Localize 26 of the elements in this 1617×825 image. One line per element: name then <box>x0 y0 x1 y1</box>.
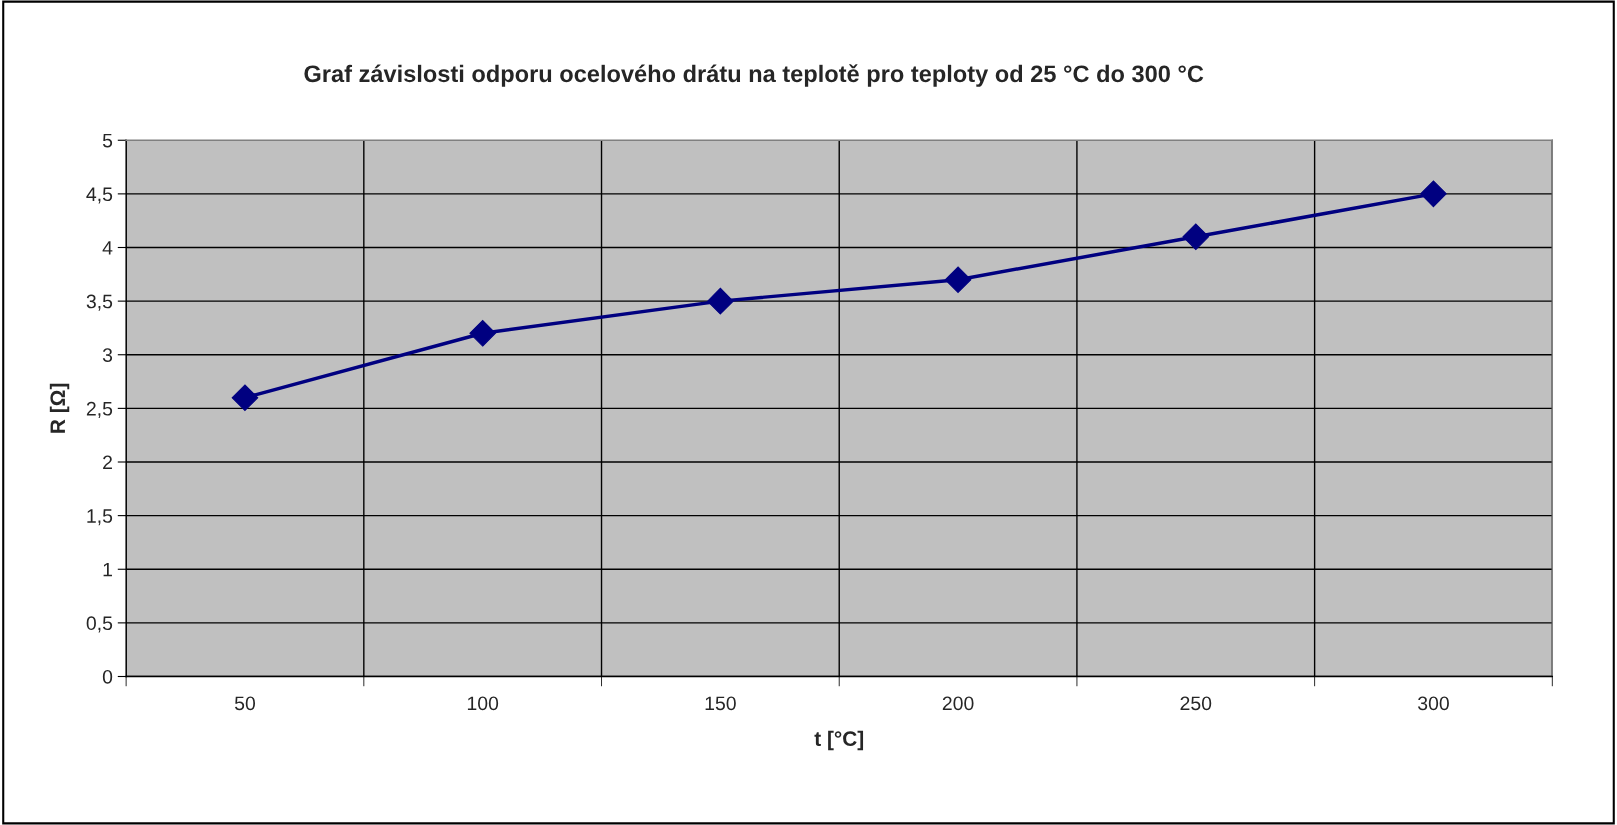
point <box>1420 180 1447 208</box>
y-tick-label: 2,5 <box>86 401 113 418</box>
point <box>469 320 496 347</box>
y-tick-label: 0,5 <box>86 616 113 633</box>
point <box>707 287 734 315</box>
point <box>1182 223 1210 251</box>
x-tick-label: 50 <box>234 696 256 711</box>
chart-title: Graf závislosti odporu ocelového drátu na teplotě pro teploty od 25 °C do 300 °C <box>304 64 1204 87</box>
y-tick-label: 4 <box>102 241 113 255</box>
y-tick-label: 1,5 <box>87 509 113 526</box>
y-tick-label: 5 <box>102 133 113 148</box>
x-tick-label: 300 <box>1417 696 1449 711</box>
x-tick-label: 250 <box>1180 696 1212 711</box>
x-tick-label: 100 <box>467 696 499 711</box>
point <box>231 384 259 411</box>
y-tick-label: 0 <box>102 669 113 684</box>
x-tick-label: 200 <box>942 696 974 711</box>
y-tick-label: 3 <box>102 348 113 362</box>
y-tick-label: 4,5 <box>86 187 113 204</box>
x-axis-title: t [°C] <box>814 730 864 751</box>
x-tick-label: 150 <box>705 696 736 711</box>
y-tick-label: 1 <box>103 562 112 577</box>
point <box>944 266 972 293</box>
y-axis-title: R [Ω] <box>49 383 70 433</box>
y-tick-label: 3,5 <box>86 294 113 311</box>
y-tick-label: 2 <box>103 455 112 470</box>
